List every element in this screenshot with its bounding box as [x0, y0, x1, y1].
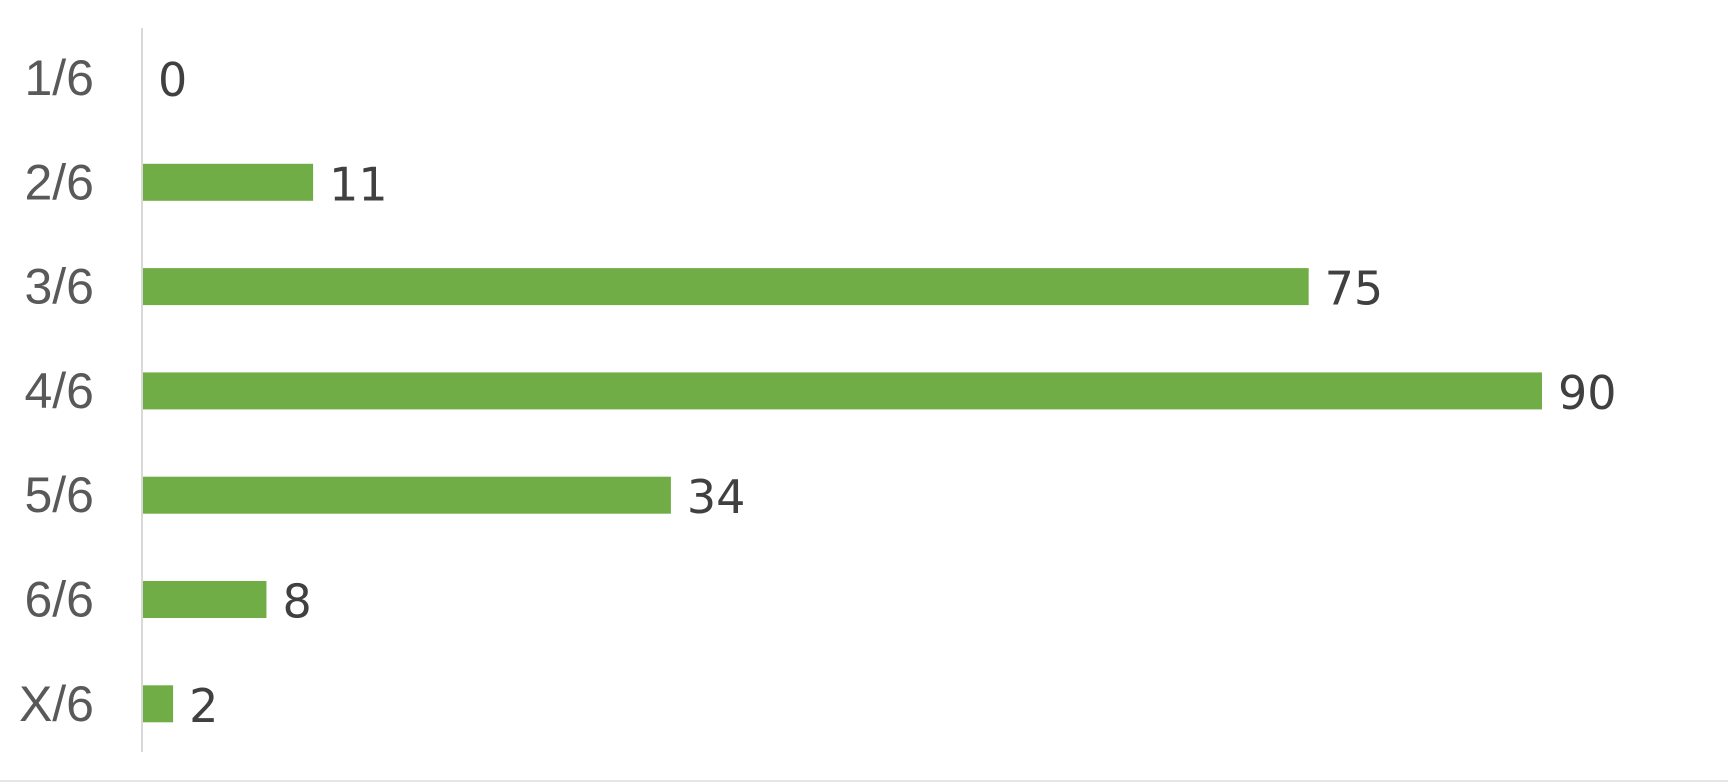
value-label: 11 [329, 157, 388, 211]
bar [142, 581, 267, 618]
category-label: 2/6 [24, 154, 94, 210]
category-label: X/6 [19, 676, 94, 732]
value-label: 34 [687, 470, 746, 524]
labels-layer: 1/6 0 2/6 11 3/6 75 4/6 90 5/6 34 6/6 8 X/6 2 [19, 50, 1617, 733]
value-label: 2 [189, 679, 218, 733]
bar [142, 476, 671, 514]
category-label: 5/6 [24, 467, 94, 523]
value-label: 90 [1558, 366, 1617, 420]
category-label: 1/6 [24, 50, 94, 106]
bar [142, 163, 314, 201]
category-label: 3/6 [24, 259, 94, 315]
bars-layer [142, 163, 1542, 723]
category-label: 4/6 [24, 363, 94, 419]
category-label: 6/6 [24, 572, 94, 628]
value-label: 8 [282, 575, 311, 629]
value-label: 75 [1325, 262, 1384, 316]
bar [142, 372, 1542, 410]
bar [142, 685, 174, 723]
bar [142, 268, 1309, 306]
value-label: 0 [158, 53, 187, 107]
